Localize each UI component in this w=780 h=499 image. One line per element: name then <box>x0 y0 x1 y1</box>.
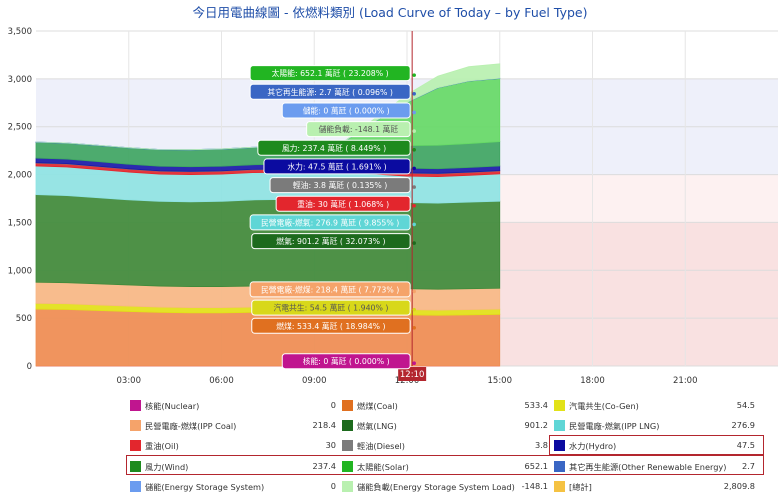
tooltip-marker <box>412 222 416 227</box>
tooltip-text: 其它再生能源: 2.7 萬瓩 ( 0.096% ) <box>267 87 393 97</box>
tooltip-marker <box>412 166 416 171</box>
tooltip-box <box>281 353 411 370</box>
chart-title: 今日用電曲線圖 - 依燃料類別 (Load Curve of Today – b… <box>192 5 588 20</box>
tooltip-text: 民營電廠-燃氣: 276.9 萬瓩 ( 9.855% ) <box>261 217 399 227</box>
tooltip-marker <box>412 203 416 208</box>
tooltip-text: 燃煤: 533.4 萬瓩 ( 18.984% ) <box>276 321 385 331</box>
tooltip-box <box>251 317 411 334</box>
y-tick-label: 2,000 <box>8 171 32 181</box>
y-tick-label: 2,500 <box>8 123 32 133</box>
current-time-cursor: 12:10 <box>398 31 427 381</box>
tooltip-box <box>306 121 411 138</box>
x-tick-label: 15:00 <box>488 376 513 386</box>
tooltip-text: 燃氣: 901.2 萬瓩 ( 32.073% ) <box>276 236 385 246</box>
tooltip-marker <box>412 241 416 245</box>
tooltip-marker <box>412 361 416 366</box>
tooltip-box <box>249 214 411 231</box>
x-tick-label: 18:00 <box>580 376 605 386</box>
tooltip-box <box>263 158 411 175</box>
y-tick-label: 3,500 <box>8 27 32 37</box>
tooltip-box <box>275 195 411 212</box>
tooltip-marker <box>412 110 416 115</box>
x-tick-label: 09:00 <box>302 376 327 386</box>
tooltip-text: 重油: 30 萬瓩 ( 1.068% ) <box>297 199 389 209</box>
cursor-time-label: 12:10 <box>400 370 425 380</box>
tooltip-marker <box>412 147 416 152</box>
tooltip-text: 輕油: 3.8 萬瓩 ( 0.135% ) <box>293 180 387 190</box>
tooltip-box <box>249 65 411 82</box>
y-tick-label: 3,000 <box>8 75 32 85</box>
tooltip-stack: 太陽能: 652.1 萬瓩 ( 23.208% ) 其它再生能源: 2.7 萬瓩 … <box>249 65 416 370</box>
y-tick-label: 500 <box>16 314 32 324</box>
tooltip-box <box>249 281 411 298</box>
tooltip-marker <box>412 91 416 96</box>
tooltip-text: 核能: 0 萬瓩 ( 0.000% ) <box>303 356 390 366</box>
tooltip-box <box>249 83 411 100</box>
tooltip-box <box>251 233 411 250</box>
tooltip-marker <box>412 307 416 312</box>
tooltip-text: 風力: 237.4 萬瓩 ( 8.449% ) <box>282 143 386 153</box>
area-燃煤(Coal) <box>35 308 501 367</box>
tooltip-marker <box>412 185 416 189</box>
x-tick-label: 21:00 <box>673 376 698 386</box>
area-儲能負載(Energy Storage System Load) <box>35 63 501 151</box>
x-tick-label: 03:00 <box>117 376 142 386</box>
tooltip-marker <box>412 289 416 294</box>
tooltip-box <box>257 139 411 156</box>
tooltip-text: 民營電廠-燃煤: 218.4 萬瓩 ( 7.773% ) <box>261 284 399 294</box>
y-tick-label: 0 <box>27 362 32 372</box>
tooltip-marker <box>412 129 416 133</box>
tooltip-box <box>281 102 411 119</box>
tooltip-text: 水力: 47.5 萬瓩 ( 1.691% ) <box>287 161 386 171</box>
y-tick-label: 1,000 <box>8 266 32 276</box>
x-tick-label: 06:00 <box>209 376 234 386</box>
tooltip-marker <box>412 73 416 77</box>
tooltip-text: 太陽能: 652.1 萬瓩 ( 23.208% ) <box>272 68 389 78</box>
tooltip-box <box>251 299 411 316</box>
tooltip-text: 儲能: 0 萬瓩 ( 0.000% ) <box>303 105 390 115</box>
tooltip-marker <box>412 326 416 330</box>
cursor-label-box <box>398 367 427 381</box>
tooltip-box <box>269 177 411 194</box>
tooltip-text: 汽電共生: 54.5 萬瓩 ( 1.940% ) <box>273 303 388 313</box>
y-tick-label: 1,500 <box>8 218 32 228</box>
tooltip-text: 儲能負載: -148.1 萬瓩 <box>319 124 399 134</box>
